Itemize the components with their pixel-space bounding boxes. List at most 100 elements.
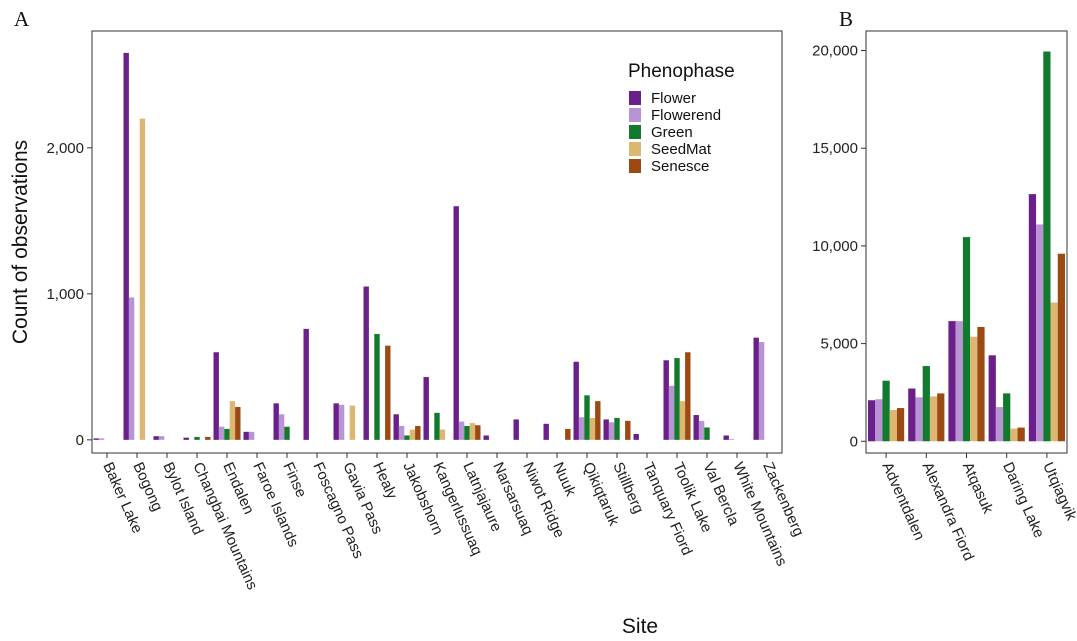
panel-label-a: A xyxy=(14,7,30,31)
pa-bar-senesce xyxy=(685,352,691,440)
pa-bar-flowerend xyxy=(278,414,285,440)
legend-label-flowerend: Flowerend xyxy=(651,107,721,124)
legend-swatch-green xyxy=(629,125,641,139)
pb-bar-seedmat xyxy=(929,396,938,442)
pa-bar-flowerend xyxy=(668,385,675,440)
pa-bar-flower xyxy=(183,437,189,440)
pa-bar-flowerend xyxy=(698,420,705,440)
pa-bar-green xyxy=(224,428,230,440)
legend: Phenophase FlowerFlowerendGreenSeedMatSe… xyxy=(628,61,735,175)
pa-bar-flowerend xyxy=(608,422,615,440)
pa-bar-flowerend xyxy=(248,431,255,440)
pb-ytick-label: 0 xyxy=(850,433,858,450)
pb-bar-green xyxy=(1003,393,1011,442)
pa-bar-seedmat xyxy=(439,429,446,440)
panel-label-b: B xyxy=(839,7,853,31)
pb-xtick-label: Utqiagvik xyxy=(1039,460,1077,524)
pa-bar-flower xyxy=(603,419,609,440)
pb-xtick-label: Daring Lake xyxy=(999,460,1047,541)
legend-label-flower: Flower xyxy=(651,90,696,107)
pb-bar-senesce xyxy=(937,393,945,442)
pa-bar-green xyxy=(584,395,590,440)
pa-bar-green xyxy=(194,436,200,440)
pa-bar-green xyxy=(404,435,410,440)
pb-ytick-label: 15,000 xyxy=(812,140,858,157)
pa-bar-flowerend xyxy=(458,421,465,440)
pa-bar-flowerend xyxy=(758,342,765,440)
pa-bar-senesce xyxy=(415,425,421,440)
pb-ytick-label: 20,000 xyxy=(812,43,858,60)
pb-bar-seedmat xyxy=(889,410,897,442)
x-axis-title: Site xyxy=(622,615,658,638)
pa-bar-flower xyxy=(513,419,519,440)
pa-ytick-label: 2,000 xyxy=(46,140,84,157)
pb-bar-green xyxy=(922,366,930,442)
pb-bar-flowerend xyxy=(955,321,963,442)
pa-ytick-label: 0 xyxy=(76,432,84,449)
pb-bar-green xyxy=(1043,51,1051,442)
legend-swatch-seedmat xyxy=(629,142,641,156)
pa-bar-flower xyxy=(333,403,339,440)
pa-bar-seedmat xyxy=(229,401,236,440)
pb-bar-seedmat xyxy=(1010,428,1018,442)
pa-bar-seedmat xyxy=(589,417,596,440)
pb-bar-flowerend xyxy=(995,407,1004,442)
pa-bar-flowerend xyxy=(158,436,165,440)
pa-bar-flower xyxy=(633,434,639,440)
pa-bar-flower xyxy=(303,328,309,440)
pb-bar-flower xyxy=(868,400,876,442)
pa-bar-flower xyxy=(483,435,489,440)
pa-ytick-label: 1,000 xyxy=(46,286,84,303)
pa-bar-flowerend xyxy=(728,439,735,440)
pb-ytick-label: 10,000 xyxy=(812,238,858,255)
pa-bar-seedmat xyxy=(409,429,416,440)
pa-bar-flower xyxy=(153,436,159,440)
pa-bar-flowerend xyxy=(98,438,105,440)
pa-bar-flowerend xyxy=(578,417,585,440)
pb-bar-senesce xyxy=(1017,427,1025,442)
pb-bar-green xyxy=(882,380,890,442)
pa-bar-flowerend xyxy=(398,425,405,440)
pa-bar-flower xyxy=(213,352,219,440)
pa-bar-seedmat xyxy=(469,423,476,440)
pa-bar-seedmat xyxy=(679,401,686,440)
pa-bar-flower xyxy=(693,415,699,440)
pb-bar-green xyxy=(962,237,971,442)
pb-bar-seedmat xyxy=(970,336,978,442)
pa-bar-green xyxy=(614,417,620,440)
pb-bar-flower xyxy=(988,355,996,442)
pb-bar-flower xyxy=(948,321,956,442)
pb-bar-flowerend xyxy=(875,399,883,442)
pa-bar-seedmat xyxy=(139,118,146,440)
panel-b-plot: 05,00010,00015,00020,000AdventdalenAlexa… xyxy=(812,30,1077,563)
pb-bar-senesce xyxy=(1057,253,1065,442)
pa-bar-flower xyxy=(273,403,279,440)
pa-bar-green xyxy=(674,358,680,440)
pb-bar-flowerend xyxy=(915,397,923,442)
pa-bar-flowerend xyxy=(218,426,225,440)
pa-xtick-label: Nuuk xyxy=(549,460,579,499)
pa-bar-flower xyxy=(123,52,129,440)
pa-bar-senesce xyxy=(565,428,571,440)
y-axis-title: Count of observations xyxy=(9,140,32,344)
pa-bar-flower xyxy=(543,423,549,440)
pa-bar-senesce xyxy=(625,420,631,440)
pa-bar-senesce xyxy=(475,425,481,440)
pa-bar-flower xyxy=(93,438,99,440)
pa-bar-green xyxy=(374,333,380,440)
pa-bar-flower xyxy=(423,377,429,440)
pa-bar-flowerend xyxy=(128,297,135,440)
pa-bar-senesce xyxy=(385,345,391,440)
legend-swatch-flowerend xyxy=(629,108,641,122)
pb-ytick-label: 5,000 xyxy=(820,336,858,353)
pa-bar-flower xyxy=(243,431,249,440)
pa-bar-green xyxy=(464,425,470,440)
pa-bar-flower xyxy=(573,361,579,440)
pa-bar-flower xyxy=(663,360,669,440)
pa-bar-flowerend xyxy=(338,404,345,440)
legend-swatch-senesce xyxy=(629,159,641,173)
legend-label-green: Green xyxy=(651,124,693,141)
pb-bar-flower xyxy=(1028,194,1037,442)
